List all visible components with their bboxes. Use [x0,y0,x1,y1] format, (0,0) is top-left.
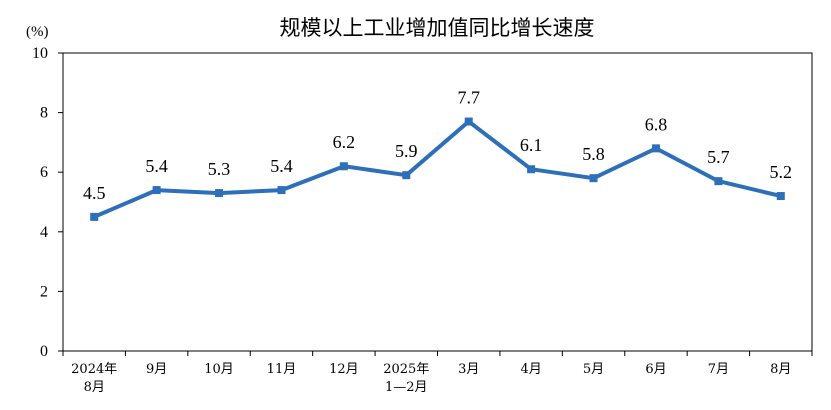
data-point [402,171,411,180]
y-tick-label: 0 [40,343,48,360]
x-axis: 2024年 8月 9月 10月 11月 12月 2025年 1—2月 3月 4月 5月 6月 7月 8月 [62,351,813,395]
data-point [589,174,598,183]
data-labels: 4.5 5.4 5.3 5.4 6.2 5.9 7.7 6.1 5.8 6.8 5.7 5.2 [83,88,792,203]
data-point [464,117,473,126]
x-tick-label: 12月 [329,362,359,377]
y-tick-label: 6 [40,164,48,181]
plot-area-frame [62,52,813,352]
data-label: 5.7 [707,147,730,167]
data-point [714,177,723,186]
data-markers [90,117,785,221]
x-tick-label: 3月 [458,362,479,377]
x-tick-label: 8月 [770,362,791,377]
y-tick-label: 10 [32,45,48,62]
x-tick-label: 10月 [204,362,234,377]
y-unit-label: (%) [26,24,49,40]
data-label: 6.8 [645,114,668,134]
x-tick-label: 1—2月 [385,380,428,395]
data-point [277,186,286,195]
y-tick-label: 2 [40,283,48,300]
y-axis: 0 2 4 6 8 10 [32,45,63,360]
data-label: 5.3 [208,159,231,179]
x-tick-label: 2025年 [383,362,429,377]
data-point [776,192,785,201]
x-tick-label: 8月 [84,380,105,395]
data-point [527,165,536,174]
data-point [215,189,224,198]
y-tick-label: 4 [40,224,48,241]
x-tick-label: 11月 [267,362,297,377]
data-point [90,212,99,221]
data-point [651,144,660,153]
x-tick-label: 9月 [146,362,167,377]
data-label: 6.2 [333,132,356,152]
x-tick-label: 5月 [583,362,604,377]
data-label: 7.7 [457,88,480,108]
data-label: 5.4 [145,156,168,176]
data-point [339,162,348,171]
series-line [92,119,783,219]
data-label: 5.9 [395,141,418,161]
x-tick-label: 4月 [520,362,541,377]
data-label: 5.4 [270,156,293,176]
data-label: 5.2 [770,162,793,182]
data-point [152,186,161,195]
x-tick-label: 2024年 [71,362,117,377]
data-label: 6.1 [520,135,543,155]
data-label: 4.5 [83,183,106,203]
y-tick-label: 8 [40,105,48,122]
data-label: 5.8 [582,144,605,164]
chart-title: 规模以上工业增加值同比增长速度 [280,16,595,40]
x-tick-label: 6月 [645,362,666,377]
x-tick-label: 7月 [708,362,729,377]
